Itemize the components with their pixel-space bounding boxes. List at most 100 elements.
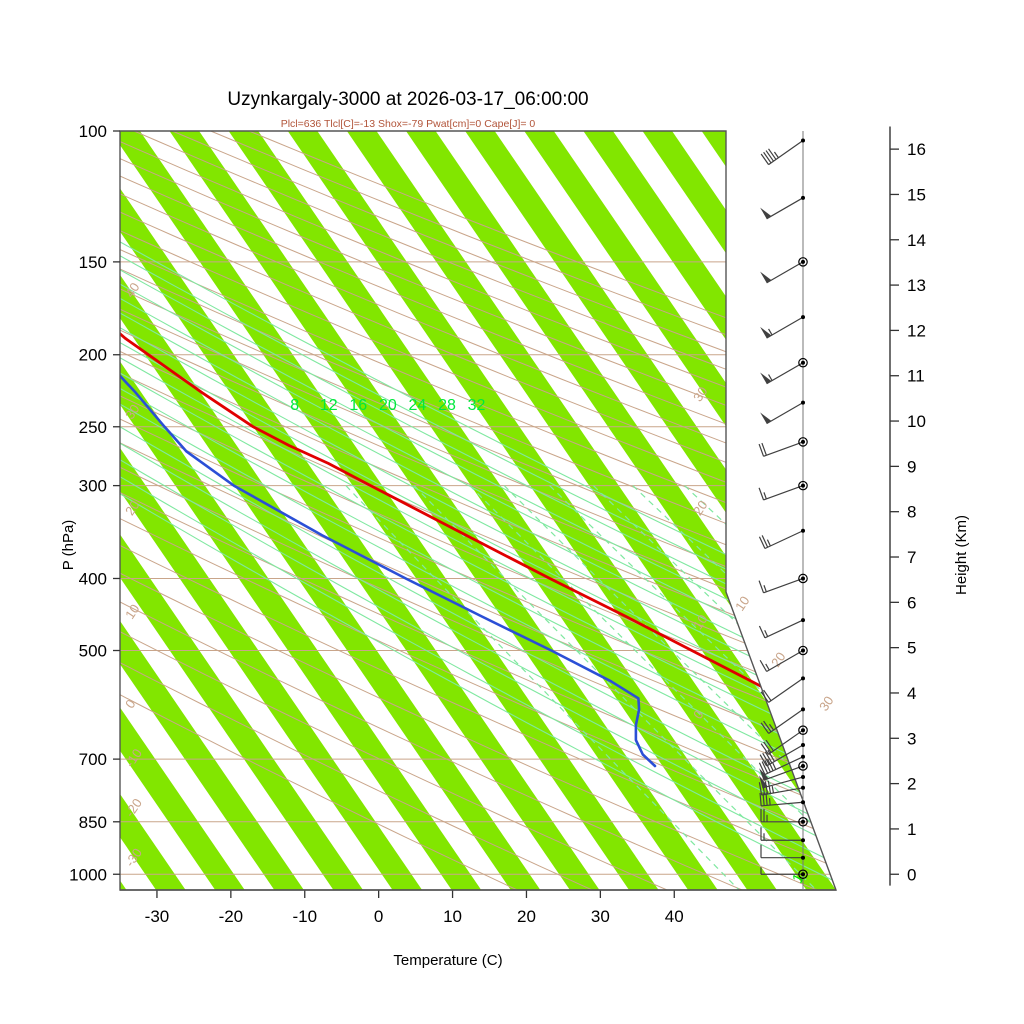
wind-barb-shaft [763, 485, 804, 501]
dry-adiabat [120, 131, 836, 890]
isotherm-band-label: 16 [349, 397, 367, 414]
wind-barb-full [758, 762, 766, 775]
theta-diagonal-label: 10 [732, 593, 753, 613]
temperature-tick-label: 10 [443, 907, 462, 926]
wind-barb-half [763, 492, 767, 500]
temperature-tick-label: -10 [292, 907, 317, 926]
wind-barb-shaft [761, 801, 804, 807]
wind-level-dot [801, 763, 805, 768]
moist-adiabat [120, 131, 836, 890]
dry-adiabat-label-left: 20 [122, 498, 143, 518]
dry-adiabat [120, 131, 836, 890]
moist-adiabat [120, 131, 836, 890]
dry-adiabat [120, 131, 836, 890]
wind-level-dot [801, 439, 805, 444]
wind-barb [759, 792, 804, 807]
pressure-tick-label: 850 [79, 813, 107, 832]
wind-level-dot [801, 872, 805, 877]
wind-barb [759, 744, 804, 767]
pressure-tick-label: 100 [79, 122, 107, 141]
moist-adiabat [120, 131, 836, 890]
wind-barb [759, 765, 804, 781]
moist-adiabat [120, 131, 836, 890]
temperature-tick-label: 40 [665, 907, 684, 926]
wind-barb-half [768, 328, 773, 336]
dry-adiabat [172, 131, 836, 890]
plot-border [119, 130, 838, 891]
dry-adiabat-label-left: 30 [122, 402, 143, 422]
wind-barb-shaft [766, 261, 804, 284]
wind-barb [758, 577, 804, 594]
wind-barb-flag [760, 271, 772, 283]
wind-barb-full [767, 780, 772, 794]
wind-barb [760, 261, 804, 284]
pressure-tick-label: 200 [79, 346, 107, 365]
wind-barb [760, 140, 804, 166]
isotherm-band [120, 131, 582, 890]
pressure-tick-label: 150 [79, 253, 107, 272]
wind-barb-full [758, 443, 765, 457]
wind-barb-shaft [768, 677, 804, 703]
mixing-ratio-line [345, 485, 765, 890]
moist-adiabat [120, 131, 836, 890]
wind-barb-shaft [766, 744, 804, 767]
height-tick-label: 15 [907, 185, 926, 204]
temperature-axis-title: Temperature (C) [393, 952, 502, 969]
wind-barb-shaft [764, 530, 804, 550]
moist-adiabat [120, 131, 836, 890]
dry-adiabat [120, 131, 836, 890]
wind-level-dot [801, 754, 805, 759]
wind-level-dot [801, 400, 805, 405]
wind-barb-shaft [763, 765, 804, 781]
wind-barb-half [769, 723, 775, 731]
wind-level-dot [801, 800, 805, 805]
height-tick-label: 6 [907, 593, 916, 612]
isotherm-band [201, 131, 818, 890]
wind-barb-full [760, 743, 770, 755]
wind-barb-flag [759, 768, 769, 781]
dry-adiabat [120, 131, 836, 890]
moist-adiabat [120, 131, 836, 890]
wind-level-ring [798, 645, 808, 656]
wind-barb-full [759, 754, 768, 767]
dry-adiabat-label-left: 10 [122, 601, 143, 621]
dry-adiabat [210, 131, 836, 890]
height-tick-label: 0 [907, 865, 916, 884]
dewpoint-trace [120, 131, 657, 768]
wind-level-dot [801, 728, 805, 733]
wind-barb-full [760, 153, 770, 165]
wind-barb-full [764, 759, 771, 773]
wind-level-dot [801, 775, 805, 780]
moist-adiabat [120, 131, 836, 890]
temperature-tick-label: 20 [517, 907, 536, 926]
wind-barb-full [760, 691, 770, 703]
wind-level-dot [801, 785, 805, 790]
isotherm-band [120, 131, 345, 890]
dry-adiabat [120, 131, 836, 890]
height-tick-label: 5 [907, 639, 916, 658]
dry-adiabat [120, 131, 836, 890]
height-tick-label: 16 [907, 140, 926, 159]
wind-barb-full [763, 151, 772, 164]
dry-adiabat [120, 131, 836, 890]
isotherm-band [120, 131, 286, 890]
wind-barb-full [760, 722, 770, 734]
dry-adiabat [133, 131, 836, 890]
temperature-tick-label: 30 [591, 907, 610, 926]
wind-barb [759, 649, 804, 673]
pressure-axis: 100 150 200 250 300 400 500 700 850 1000 [69, 122, 120, 884]
wind-level-ring [798, 573, 808, 584]
wind-barb [760, 362, 804, 385]
wind-barb-full [758, 782, 763, 796]
moist-adiabat [120, 131, 836, 890]
theta-diagonal-label: 20 [768, 649, 789, 669]
wind-barb-full [758, 536, 766, 549]
moist-adiabat [120, 131, 836, 890]
wind-barb-full [762, 752, 770, 765]
theta-diagonal-labels: 10 20 30 [732, 593, 837, 713]
dry-adiabat [120, 131, 836, 890]
wind-barb-flag [760, 326, 772, 339]
wind-barb-full [765, 150, 775, 162]
height-tick-label: 7 [907, 548, 916, 567]
